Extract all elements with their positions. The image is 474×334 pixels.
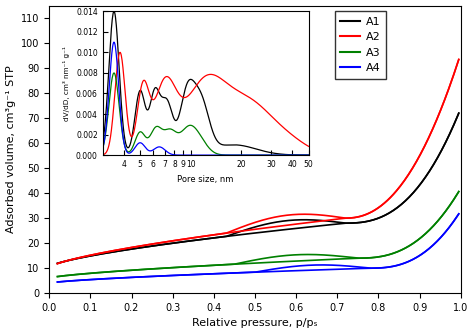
Legend: A1, A2, A3, A4: A1, A2, A3, A4: [335, 11, 386, 79]
Y-axis label: Adsorbed volume, cm³g⁻¹ STP: Adsorbed volume, cm³g⁻¹ STP: [6, 65, 16, 233]
X-axis label: Relative pressure, p/pₛ: Relative pressure, p/pₛ: [192, 318, 318, 328]
